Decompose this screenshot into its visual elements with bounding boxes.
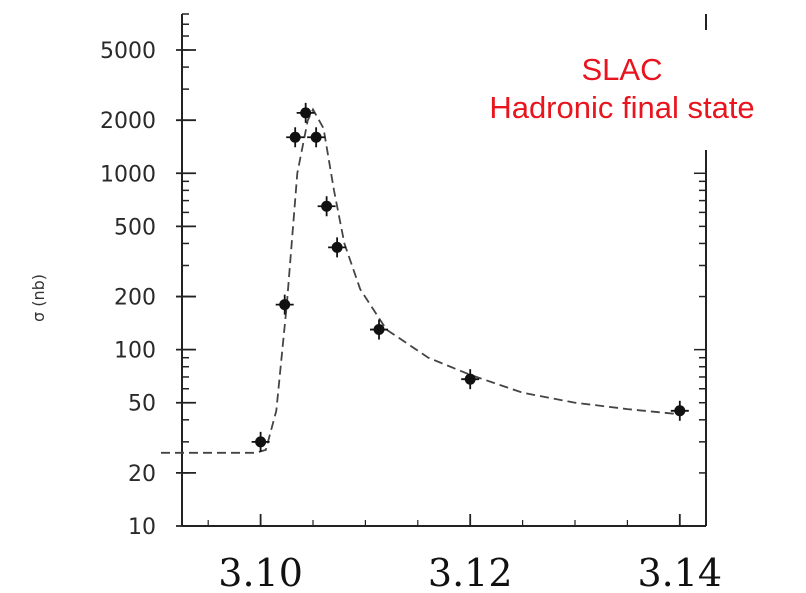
data-point	[307, 127, 326, 148]
data-point	[317, 196, 336, 217]
data-points	[251, 102, 689, 452]
data-point-marker	[279, 299, 291, 311]
y-tick-label: 20	[128, 462, 156, 487]
y-tick-label: 1000	[100, 162, 156, 187]
y-tick-label: 500	[114, 215, 156, 240]
x-tick-labels: 3.10 3.12 3.14	[207, 514, 722, 593]
data-point-marker	[310, 131, 322, 143]
data-point	[461, 369, 480, 390]
data-point	[328, 237, 347, 258]
y-tick-label: 5000	[100, 39, 156, 64]
x-tick-label: 3.10	[218, 551, 303, 593]
fit-curve-dashed	[161, 107, 680, 454]
x-tick-label: 3.12	[428, 551, 513, 593]
data-point	[296, 102, 315, 123]
data-point	[370, 319, 389, 340]
data-point-marker	[321, 200, 333, 212]
data-point-marker	[255, 436, 267, 448]
data-point-marker	[300, 107, 312, 119]
data-point-marker	[331, 241, 343, 253]
data-point-marker	[464, 373, 476, 385]
data-point-marker	[674, 405, 686, 417]
data-point	[251, 431, 270, 452]
x-tick-label: 3.14	[637, 551, 722, 593]
annotation-slac: SLAC	[582, 52, 663, 87]
data-point-marker	[373, 324, 385, 336]
annotation-hadronic-final-state: Hadronic final state	[489, 90, 754, 125]
y-tick-labels: 5000 2000 1000 500 200 100 50 20 10	[100, 39, 196, 540]
y-axis-label: σ (nb)	[29, 274, 48, 322]
data-point	[670, 400, 689, 421]
data-point	[286, 127, 305, 148]
y-tick-label: 100	[114, 339, 156, 364]
data-point	[275, 294, 294, 315]
y-tick-label: 50	[128, 392, 156, 417]
y-tick-label: 200	[114, 286, 156, 311]
y-tick-label: 10	[128, 515, 156, 540]
y-tick-label: 2000	[100, 109, 156, 134]
data-point-marker	[289, 131, 301, 143]
